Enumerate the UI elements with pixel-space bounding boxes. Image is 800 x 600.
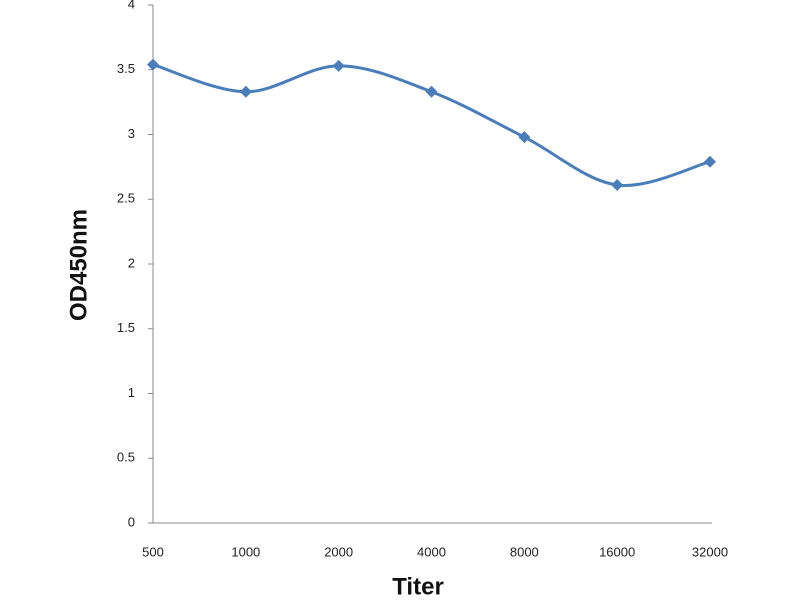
y-tick-label: 0.5	[117, 450, 135, 465]
x-tick-label: 16000	[599, 544, 635, 559]
x-tick-label: 2000	[324, 544, 353, 559]
y-tick-label: 2	[128, 255, 135, 270]
x-tick-label: 4000	[417, 544, 446, 559]
line	[152, 63, 711, 187]
y-axis-title: OD450nm	[65, 209, 92, 321]
y-tick-label: 3	[128, 126, 135, 141]
marker	[518, 131, 531, 144]
y-tick-label: 2.5	[117, 191, 135, 206]
x-axis-title: Titer	[392, 573, 444, 600]
x-tick-label: 8000	[510, 544, 539, 559]
marker	[425, 85, 438, 98]
marker	[239, 85, 252, 98]
y-tick-label: 1.5	[117, 320, 135, 335]
x-tick-label: 500	[142, 544, 164, 559]
marker	[704, 155, 716, 168]
marker	[147, 58, 159, 71]
y-tick-label: 4	[128, 0, 135, 11]
y-tick-label: 0	[128, 514, 135, 529]
y-tick-label: 3.5	[117, 61, 135, 76]
x-tick-label: 32000	[692, 544, 728, 559]
y-tick-label: 1	[128, 385, 135, 400]
marker	[332, 59, 345, 72]
marker	[611, 179, 624, 192]
x-tick-label: 1000	[231, 544, 260, 559]
